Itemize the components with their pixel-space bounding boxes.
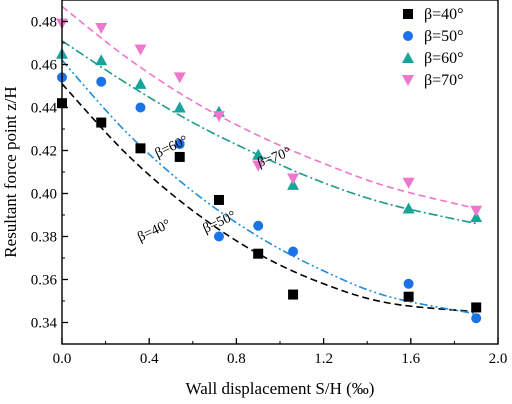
data-point-series-3 bbox=[134, 77, 147, 89]
y-tick-label: 0.38 bbox=[31, 230, 57, 246]
fit-line-series-2 bbox=[61, 59, 477, 315]
fit-line-series-1 bbox=[61, 83, 477, 313]
axis-ticks: 0.0 0.4 0.8 1.2 1.6 2.0 0.34 0.36 0.38 0.40 0.42 0.… bbox=[31, 15, 508, 368]
legend-label: β=40° bbox=[424, 6, 464, 23]
data-point-series-4 bbox=[134, 44, 147, 56]
y-tick-label: 0.46 bbox=[31, 58, 58, 74]
legend-label: β=50° bbox=[424, 28, 464, 45]
data-point-series-1 bbox=[174, 151, 185, 162]
legend: β=40° β=50° β=60° β=70° bbox=[402, 6, 464, 89]
fit-line-series-4 bbox=[61, 5, 477, 210]
data-point-series-1 bbox=[471, 302, 482, 313]
curve-annotation: β=70° bbox=[256, 145, 294, 171]
x-tick-label: 1.2 bbox=[314, 351, 333, 367]
legend-marker bbox=[403, 9, 413, 19]
data-point-series-3 bbox=[402, 202, 415, 214]
data-point-series-1 bbox=[288, 289, 299, 300]
data-point-series-4 bbox=[252, 160, 265, 172]
data-point-series-2 bbox=[288, 246, 299, 257]
data-point-series-3 bbox=[95, 54, 108, 66]
x-axis-title: Wall displacement S/H (‰) bbox=[186, 379, 375, 398]
x-tick-label: 2.0 bbox=[489, 351, 508, 367]
data-markers bbox=[56, 18, 483, 324]
legend-marker bbox=[403, 31, 413, 41]
data-point-series-4 bbox=[287, 173, 300, 185]
data-point-series-2 bbox=[135, 102, 146, 113]
y-axis-title: Resultant force point z/H bbox=[1, 86, 20, 257]
legend-marker bbox=[402, 75, 414, 86]
curve-annotations: β=40° β=50°β=60° β=70° bbox=[135, 133, 293, 245]
y-tick-label: 0.34 bbox=[31, 316, 58, 332]
data-point-series-2 bbox=[96, 76, 107, 87]
data-point-series-1 bbox=[403, 291, 414, 302]
data-point-series-4 bbox=[173, 72, 186, 84]
data-point-series-2 bbox=[403, 278, 414, 289]
x-tick-label: 0.4 bbox=[140, 351, 159, 367]
x-tick-label: 0.8 bbox=[227, 351, 246, 367]
data-point-series-1 bbox=[213, 194, 224, 205]
data-point-series-1 bbox=[135, 143, 146, 154]
data-point-series-1 bbox=[253, 248, 264, 259]
x-tick-label: 1.6 bbox=[401, 351, 420, 367]
data-point-series-2 bbox=[471, 313, 482, 324]
x-tick-label: 0.0 bbox=[53, 351, 72, 367]
legend-label: β=60° bbox=[424, 50, 464, 67]
y-tick-label: 0.36 bbox=[31, 273, 58, 289]
fit-line-series-3 bbox=[61, 40, 477, 225]
curve-annotation: β=40° bbox=[135, 217, 173, 245]
data-point-series-4 bbox=[470, 205, 483, 217]
y-tick-label: 0.40 bbox=[31, 187, 57, 203]
data-point-series-1 bbox=[96, 117, 107, 128]
data-point-series-3 bbox=[252, 148, 265, 160]
y-tick-label: 0.42 bbox=[31, 144, 57, 160]
y-tick-label: 0.48 bbox=[31, 15, 57, 31]
data-point-series-2 bbox=[253, 220, 264, 231]
legend-marker bbox=[402, 52, 414, 63]
y-tick-label: 0.44 bbox=[31, 101, 58, 117]
data-point-series-4 bbox=[402, 177, 415, 189]
data-point-series-4 bbox=[212, 111, 225, 123]
data-point-series-2 bbox=[213, 231, 224, 242]
legend-label: β=70° bbox=[424, 72, 464, 89]
curve-annotation: β=60° bbox=[153, 133, 191, 161]
data-point-series-3 bbox=[173, 101, 186, 113]
data-point-series-4 bbox=[95, 22, 108, 34]
data-point-series-2 bbox=[174, 139, 185, 150]
